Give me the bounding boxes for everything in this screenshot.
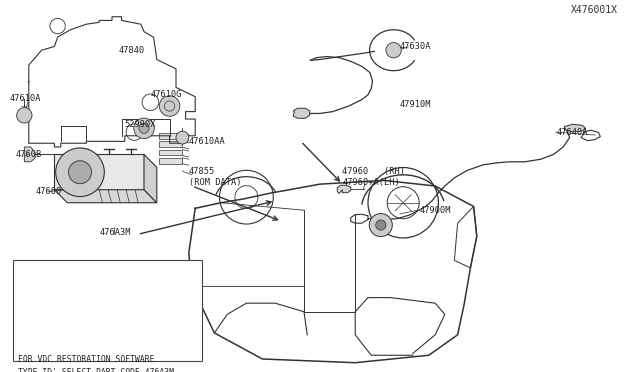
Polygon shape: [159, 158, 182, 164]
Text: 47610A: 47610A: [10, 94, 41, 103]
Text: FOR VDC RESTORATION SOFTWARE
TYPE ID' SELECT PART CODE 476A3M
INPUT LAST 5 DIGIT: FOR VDC RESTORATION SOFTWARE TYPE ID' SE…: [18, 355, 179, 372]
Circle shape: [56, 148, 104, 196]
Text: 47840: 47840: [118, 46, 145, 55]
Text: 47900M: 47900M: [419, 206, 451, 215]
Text: X476001X: X476001X: [571, 5, 618, 15]
Text: 47610G: 47610G: [150, 90, 182, 99]
Text: 47640A: 47640A: [557, 128, 588, 137]
Polygon shape: [159, 133, 182, 139]
Polygon shape: [54, 154, 144, 190]
Text: 47630A: 47630A: [400, 42, 431, 51]
Circle shape: [176, 131, 189, 144]
Text: 47610AA: 47610AA: [189, 137, 225, 146]
Polygon shape: [54, 190, 157, 203]
Text: 476A3M: 476A3M: [99, 228, 131, 237]
Polygon shape: [564, 124, 586, 132]
Text: 47960   (RH)
47960+A(LH): 47960 (RH) 47960+A(LH): [342, 167, 405, 187]
Circle shape: [139, 123, 149, 134]
Text: 47660: 47660: [35, 187, 61, 196]
Circle shape: [369, 214, 392, 237]
Text: 47910M: 47910M: [400, 100, 431, 109]
Circle shape: [376, 220, 386, 230]
Polygon shape: [159, 150, 182, 155]
Text: 47855
(ROM DATA): 47855 (ROM DATA): [189, 167, 241, 187]
Circle shape: [386, 42, 401, 58]
Polygon shape: [24, 147, 35, 162]
Polygon shape: [159, 141, 182, 147]
Text: 4760B: 4760B: [16, 150, 42, 159]
Polygon shape: [337, 185, 351, 193]
Polygon shape: [144, 154, 157, 203]
Bar: [13, 260, 202, 361]
Text: 52990X: 52990X: [125, 120, 156, 129]
Circle shape: [17, 108, 32, 123]
Polygon shape: [293, 108, 310, 118]
Circle shape: [68, 161, 92, 184]
Circle shape: [159, 96, 180, 116]
Circle shape: [134, 118, 154, 139]
